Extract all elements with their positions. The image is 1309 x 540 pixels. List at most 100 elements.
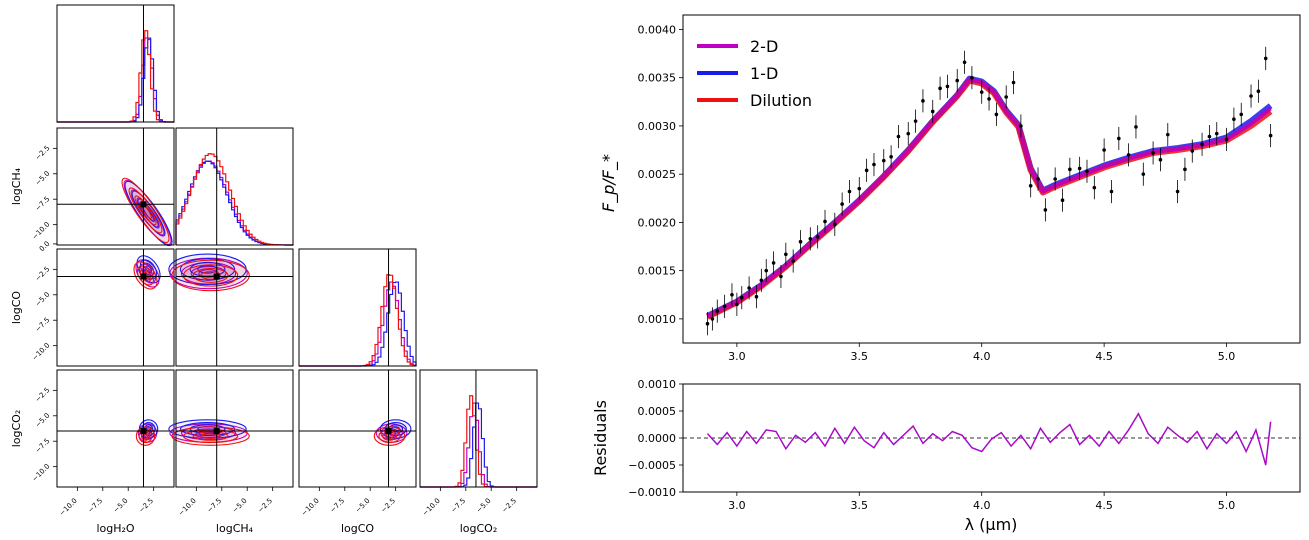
data-point [808,237,813,241]
y-tick-label: 0.0 [38,240,52,254]
x-tick-label: −5.0 [354,497,372,515]
data-point [840,202,844,206]
corner-panel-3-1 [168,369,294,488]
data-point [833,222,837,227]
data-point [881,158,886,163]
data-point [1207,134,1212,139]
contour-Dilution-2 [192,431,229,441]
legend-label: Dilution [750,91,812,110]
spectrum-panel: 0.0010 0.0015 0.0020 0.0025 0.0030 0.0035 0.00… [599,14,1301,363]
data-point [1263,56,1268,61]
x-tick-label: −7.5 [329,497,347,515]
data-point [798,239,803,244]
data-point [872,162,876,167]
corner-panel-3-0 [56,369,175,488]
model-2d [706,77,1272,318]
y-tick-label: −0.0005 [628,459,676,472]
y-axis-label: Residuals [591,400,610,476]
contour-Dilution-0 [121,177,170,244]
x-axis-label: logCH₄ [216,522,254,535]
y-tick-label: 0.0000 [638,432,677,445]
model-dilution [706,77,1273,320]
panel-frame [298,369,417,488]
data-point [930,109,935,114]
y-tick-label: 0.0035 [638,72,677,85]
x-tick-label: −10.0 [58,497,79,518]
data-point [962,60,967,65]
truth-marker [213,428,220,435]
x-tick-label: −7.5 [450,497,468,515]
data-point [1053,177,1057,181]
data-point [1060,198,1065,203]
data-point [1109,189,1114,194]
x-tick-label: −2.5 [379,497,397,515]
y-tick-label: −5.0 [34,291,52,309]
data-point [715,309,720,313]
y-tick-label: 0.0025 [638,168,677,181]
x-axis-label: logH₂O [96,522,134,535]
data-point [1268,133,1273,138]
data-point [754,294,759,299]
x-tick-label: 3.5 [851,499,869,512]
spectrum-frame [682,14,1301,344]
data-point [722,304,727,309]
data-point [1200,142,1204,147]
x-tick-label: −7.5 [206,497,224,515]
x-tick-label: 3.0 [728,499,746,512]
contour-Dilution-2 [134,195,157,226]
data-point [1028,183,1033,188]
contour-1-D-1 [179,258,236,281]
data-point [735,302,739,307]
y-tick-label: −10.0 [31,220,52,241]
y-tick-label: 0.0010 [638,378,677,391]
y-tick-label: −10.0 [31,462,52,483]
contour-Dilution-3 [385,433,394,439]
y-axis-label: logCO [10,291,23,324]
y-tick-label: −2.5 [34,265,52,283]
corner-panel-1-0 [56,127,175,247]
y-tick-label: 0.0010 [638,313,677,326]
x-tick-label: −2.5 [137,497,155,515]
y-tick-label: −2.5 [34,386,52,404]
x-tick-label: 3.5 [851,350,869,363]
x-tick-label: −5.0 [475,497,493,515]
data-point [759,278,764,283]
residuals-panel: −0.0010 −0.0005 0.0000 0.0005 0.0010 3.0 3.5 4.… [591,378,1301,534]
data-point [1134,125,1138,129]
data-point [791,259,795,263]
y-tick-label: 0.0020 [638,216,677,229]
data-point [970,75,974,80]
x-tick-label: 5.0 [1218,350,1236,363]
y-tick-label: −5.0 [34,412,52,430]
data-point [784,252,788,257]
truth-marker [213,273,220,280]
data-point [994,112,999,117]
panel-frame [419,369,538,488]
data-point [1232,117,1236,121]
legend-label: 1-D [750,64,778,83]
y-tick-label: 0.0005 [638,405,677,418]
y-tick-label: −7.5 [34,316,52,334]
data-point [1165,132,1170,137]
panel-frame [175,127,294,246]
x-axis-label: λ (μm) [965,515,1018,534]
truth-marker [140,428,147,435]
corner-panel-2-1 [168,248,294,367]
data-point [1077,166,1082,171]
data-point [921,99,925,103]
y-axis-label: F_p/F_* [599,154,619,212]
data-point [710,317,715,321]
data-point [1214,131,1219,136]
panel-frame [56,127,175,246]
data-point [1190,149,1195,153]
y-axis-label: logCO₂ [10,410,23,448]
data-point [1224,137,1229,142]
contour-Dilution-1 [182,429,239,444]
contour-Dilution-3 [200,433,221,439]
corner-panel-1-1 [175,127,294,246]
truth-marker [385,428,392,435]
x-tick-label: −10.0 [300,497,321,518]
data-point [1019,124,1023,128]
data-point [979,90,984,94]
